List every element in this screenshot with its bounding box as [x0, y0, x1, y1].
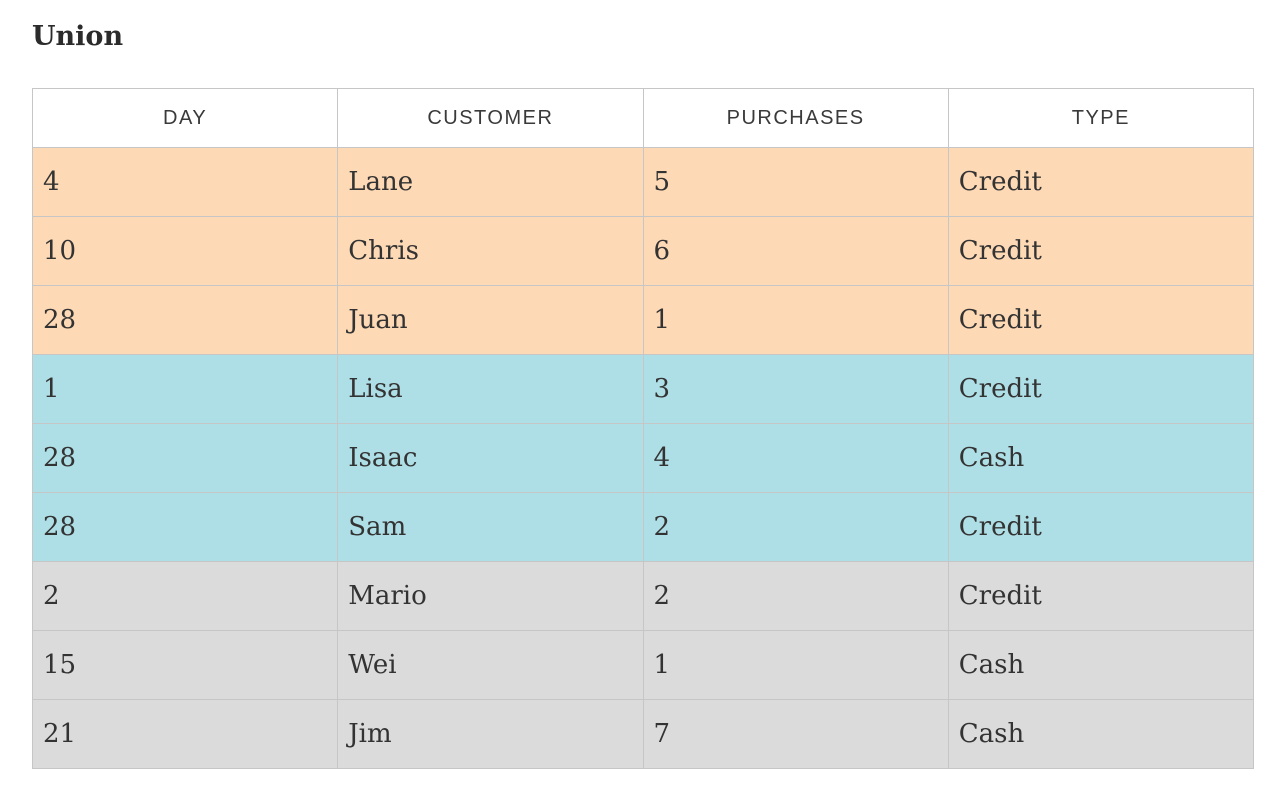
table-row: 21 Jim 7 Cash: [31, 699, 1255, 769]
type-cell: Credit: [947, 354, 1255, 424]
type-cell: Credit: [947, 561, 1255, 631]
purchases-cell: 3: [642, 354, 949, 424]
day-cell: 21: [31, 699, 339, 769]
column-header-customer: CUSTOMER: [337, 88, 644, 148]
table-row: 4 Lane 5 Credit: [31, 147, 1255, 217]
type-cell: Credit: [947, 147, 1255, 217]
type-cell: Credit: [947, 492, 1255, 562]
table-row: 28 Isaac 4 Cash: [31, 423, 1255, 493]
day-cell: 1: [31, 354, 339, 424]
day-cell: 28: [31, 423, 339, 493]
customer-cell: Isaac: [337, 423, 644, 493]
table-row: 2 Mario 2 Credit: [31, 561, 1255, 631]
day-cell: 15: [31, 630, 339, 700]
purchases-cell: 1: [642, 630, 949, 700]
customer-cell: Jim: [337, 699, 644, 769]
day-cell: 2: [31, 561, 339, 631]
purchases-cell: 6: [642, 216, 949, 286]
customer-cell: Chris: [337, 216, 644, 286]
header-row: DAY CUSTOMER PURCHASES TYPE: [31, 88, 1255, 148]
day-cell: 28: [31, 285, 339, 355]
column-header-purchases: PURCHASES: [642, 88, 949, 148]
customer-cell: Sam: [337, 492, 644, 562]
type-cell: Cash: [947, 630, 1255, 700]
type-cell: Cash: [947, 423, 1255, 493]
purchases-cell: 7: [642, 699, 949, 769]
customer-cell: Lisa: [337, 354, 644, 424]
day-cell: 28: [31, 492, 339, 562]
table-row: 10 Chris 6 Credit: [31, 216, 1255, 286]
customer-cell: Mario: [337, 561, 644, 631]
table-row: 1 Lisa 3 Credit: [31, 354, 1255, 424]
page-title: Union: [32, 21, 124, 52]
type-cell: Cash: [947, 699, 1255, 769]
purchases-cell: 5: [642, 147, 949, 217]
table-row: 28 Sam 2 Credit: [31, 492, 1255, 562]
table-row: 28 Juan 1 Credit: [31, 285, 1255, 355]
day-cell: 10: [31, 216, 339, 286]
type-cell: Credit: [947, 216, 1255, 286]
union-table: DAY CUSTOMER PURCHASES TYPE 4 Lane 5 Credit…: [31, 88, 1255, 769]
customer-cell: Juan: [337, 285, 644, 355]
day-cell: 4: [31, 147, 339, 217]
customer-cell: Wei: [337, 630, 644, 700]
table-row: 15 Wei 1 Cash: [31, 630, 1255, 700]
customer-cell: Lane: [337, 147, 644, 217]
column-header-type: TYPE: [947, 88, 1255, 148]
purchases-cell: 2: [642, 561, 949, 631]
purchases-cell: 1: [642, 285, 949, 355]
purchases-cell: 4: [642, 423, 949, 493]
type-cell: Credit: [947, 285, 1255, 355]
column-header-day: DAY: [31, 88, 339, 148]
table-body: 4 Lane 5 Credit 10 Chris 6 Credit 28 Juan 1 Credit 1…: [31, 147, 1255, 769]
table-header: DAY CUSTOMER PURCHASES TYPE: [31, 88, 1255, 148]
purchases-cell: 2: [642, 492, 949, 562]
